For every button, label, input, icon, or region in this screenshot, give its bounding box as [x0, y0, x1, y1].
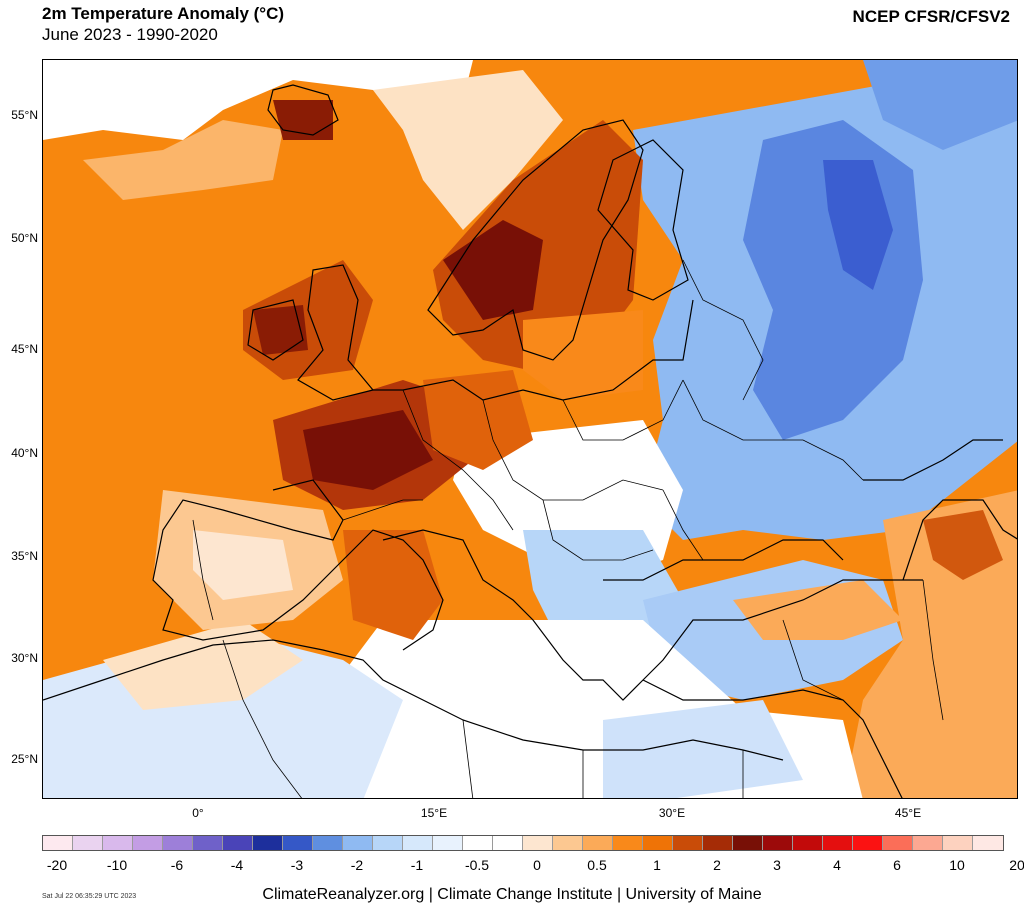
legend-tick-label: 1: [653, 857, 661, 873]
legend-swatch: [553, 836, 583, 850]
baltic-warm: [523, 310, 643, 400]
lon-label-30e: 30°E: [658, 806, 686, 820]
legend-tick-label: -2: [350, 857, 364, 873]
lon-label-15e: 15°E: [420, 806, 448, 820]
legend-swatch: [73, 836, 103, 850]
legend-swatch: [403, 836, 433, 850]
legend-swatch: [883, 836, 913, 850]
render-timestamp: Sat Jul 22 06:35:29 UTC 2023: [42, 893, 137, 900]
north-africa-pale: [103, 620, 303, 710]
legend-swatch: [853, 836, 883, 850]
north-atlantic-neutral: [43, 60, 473, 140]
ireland-hot: [253, 305, 308, 355]
lon-label-0: 0°: [192, 806, 204, 820]
legend-tick-label: 0: [533, 857, 541, 873]
chart-subtitle: June 2023 - 1990-2020: [42, 25, 218, 44]
legend-swatch: [733, 836, 763, 850]
legend-swatch: [103, 836, 133, 850]
legend-tick-label: -10: [106, 857, 128, 873]
lat-label-40n: 40°N: [11, 446, 38, 460]
legend-tick-label: 3: [773, 857, 781, 873]
data-source-label: NCEP CFSR/CFSV2: [852, 7, 1010, 26]
legend-swatch: [493, 836, 523, 850]
legend-tick-label: 6: [893, 857, 901, 873]
iceland-hot: [273, 100, 333, 140]
chart-title: 2m Temperature Anomaly (°C): [42, 4, 285, 23]
legend-swatch: [523, 836, 553, 850]
legend-tick-label: 2: [713, 857, 721, 873]
legend-swatch: [703, 836, 733, 850]
france-hottest: [303, 410, 433, 490]
italy-warm: [343, 530, 443, 640]
lat-label-35n: 35°N: [11, 549, 38, 563]
legend-swatch: [673, 836, 703, 850]
scandinavia-hot-core: [443, 220, 543, 320]
pale-warm-band: [83, 120, 283, 200]
legend-swatch: [643, 836, 673, 850]
legend-swatch: [133, 836, 163, 850]
legend-swatch: [913, 836, 943, 850]
russia-north-cool: [863, 60, 1017, 150]
egypt-cool: [603, 700, 803, 798]
legend-swatch: [193, 836, 223, 850]
lon-label-45e: 45°E: [894, 806, 922, 820]
legend-swatch: [823, 836, 853, 850]
color-legend-bar: [42, 835, 1004, 851]
legend-tick-label: -20: [46, 857, 68, 873]
legend-swatch: [163, 836, 193, 850]
legend-swatch: [973, 836, 1003, 850]
lat-label-50n: 50°N: [11, 231, 38, 245]
legend-swatch: [283, 836, 313, 850]
legend-tick-label: -6: [170, 857, 184, 873]
legend-swatch: [613, 836, 643, 850]
lat-label-45n: 45°N: [11, 342, 38, 356]
central-europe-warm: [423, 370, 533, 470]
map-svg: [43, 60, 1017, 798]
legend-swatch: [463, 836, 493, 850]
legend-tick-label: -3: [290, 857, 304, 873]
legend-swatch: [433, 836, 463, 850]
caucasus-hot: [923, 510, 1003, 580]
legend-tick-label: 20: [1009, 857, 1024, 873]
legend-tick-label: 10: [949, 857, 965, 873]
norwegian-sea-pale: [373, 70, 563, 230]
legend-swatch: [343, 836, 373, 850]
legend-swatch: [763, 836, 793, 850]
anomaly-map: [42, 59, 1018, 799]
lat-label-55n: 55°N: [11, 108, 38, 122]
legend-tick-label: 4: [833, 857, 841, 873]
legend-tick-label: 0.5: [587, 857, 607, 873]
lat-label-30n: 30°N: [11, 651, 38, 665]
legend-swatch: [43, 836, 73, 850]
coastlines: [43, 84, 1017, 798]
legend-swatch: [373, 836, 403, 850]
lat-label-25n: 25°N: [11, 752, 38, 766]
footer-credit: ClimateReanalyzer.org | Climate Change I…: [262, 886, 762, 903]
legend-tick-label: -4: [230, 857, 244, 873]
legend-swatch: [313, 836, 343, 850]
legend-swatch: [253, 836, 283, 850]
russia-coldest: [823, 160, 893, 290]
legend-swatch: [943, 836, 973, 850]
legend-tick-label: -1: [410, 857, 424, 873]
turkey-warm-patches: [733, 580, 903, 640]
legend-swatch: [223, 836, 253, 850]
legend-swatch: [583, 836, 613, 850]
iberia-white-patches: [193, 530, 293, 600]
legend-tick-label: -0.5: [464, 857, 490, 873]
legend-swatch: [793, 836, 823, 850]
country-borders: [192, 259, 944, 798]
